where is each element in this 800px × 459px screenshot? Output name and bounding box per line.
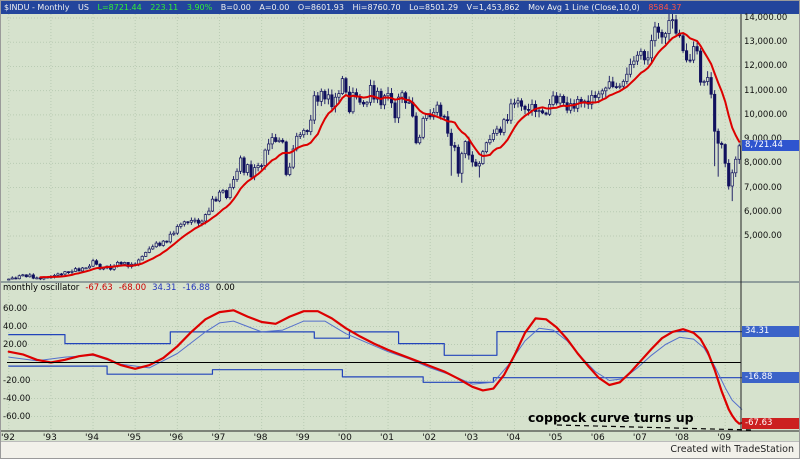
net-change: 223.11: [150, 3, 179, 12]
oscillator-value: 34.31: [152, 283, 177, 293]
high-value: Hi=8760.70: [352, 3, 401, 12]
price-tick-label: 11,000.00: [744, 85, 788, 96]
year-label: '99: [295, 433, 310, 443]
credit-text: Created with TradeStation: [670, 444, 794, 455]
chart-header-bar: $INDU - Monthly US L=8721.44 223.11 3.90…: [1, 1, 799, 14]
year-label: '07: [632, 433, 647, 443]
price-tick-label: 9,000.00: [744, 134, 782, 145]
exchange-label: US: [78, 3, 89, 12]
price-tick-label: 14,000.00: [744, 13, 788, 23]
last-price: L=8721.44: [97, 3, 142, 12]
symbol-title: $INDU - Monthly: [4, 3, 70, 12]
oscillator-tick-label: -60.00: [3, 411, 31, 422]
price-tick-label: 8,000.00: [744, 158, 782, 169]
year-label: '03: [464, 433, 479, 443]
oscillator-value: -16.88: [182, 283, 210, 293]
oscillator-tick-label: 40.00: [3, 321, 28, 332]
oscillator-value: -68.00: [118, 283, 147, 293]
oscillator-tick-label: -40.00: [3, 393, 31, 404]
osc-lower-badge: -16.88: [742, 372, 799, 384]
volume-value: V=1,453,862: [466, 3, 520, 12]
annotation-text: coppock curve turns up: [528, 410, 694, 425]
year-label: '09: [717, 433, 732, 443]
last-price-badge: 8,721.44: [742, 140, 799, 152]
year-label: '98: [253, 433, 268, 443]
oscillator-header: monthly oscillator -67.63 -68.00 34.31 -16.8…: [3, 283, 247, 293]
price-tick-label: 12,000.00: [744, 61, 788, 72]
price-tick-label: 5,000.00: [744, 231, 782, 241]
oscillator-value: -67.63: [85, 283, 113, 293]
year-label: '93: [42, 433, 57, 443]
low-value: Lo=8501.29: [409, 3, 459, 12]
moving-average-label: Mov Avg 1 Line (Close,10,0): [528, 3, 640, 12]
oscillator-label: monthly oscillator: [3, 283, 80, 293]
status-bar: Created with TradeStation: [1, 441, 799, 458]
year-label: '95: [127, 433, 142, 443]
price-tick-label: 7,000.00: [744, 182, 782, 193]
percent-change: 3.90%: [186, 3, 213, 12]
chart-plot-area[interactable]: 14,000.00 13,000.00 12,000.00 11,000.00 10,0…: [1, 13, 799, 444]
bid-value: B=0.00: [220, 3, 251, 12]
oscillator-tick-label: 60.00: [3, 303, 28, 314]
ask-value: A=0.00: [259, 3, 290, 12]
coppock-value-badge: -67.63: [742, 417, 799, 429]
year-label: '92: [1, 433, 15, 443]
year-label: '96: [169, 433, 184, 443]
year-label: '08: [675, 433, 689, 443]
year-label: '04: [506, 433, 521, 443]
year-label: '06: [590, 433, 605, 443]
osc-upper-badge: 34.31: [742, 326, 799, 338]
year-label: '97: [211, 433, 226, 443]
year-label: '00: [337, 433, 352, 443]
year-label: '02: [422, 433, 437, 443]
chart-canvas: [1, 14, 799, 432]
open-value: O=8601.93: [297, 3, 344, 12]
price-tick-label: 6,000.00: [744, 206, 782, 217]
price-tick-label: 10,000.00: [744, 109, 788, 120]
oscillator-tick-label: -20.00: [3, 375, 31, 386]
year-label: '01: [380, 433, 394, 443]
oscillator-value: 0.00: [215, 283, 235, 293]
year-label: '94: [85, 433, 99, 443]
price-tick-label: 13,000.00: [744, 37, 788, 48]
oscillator-tick-label: 20.00: [3, 339, 28, 350]
year-label: '05: [548, 433, 563, 443]
moving-average-value: 8584.37: [648, 3, 682, 12]
